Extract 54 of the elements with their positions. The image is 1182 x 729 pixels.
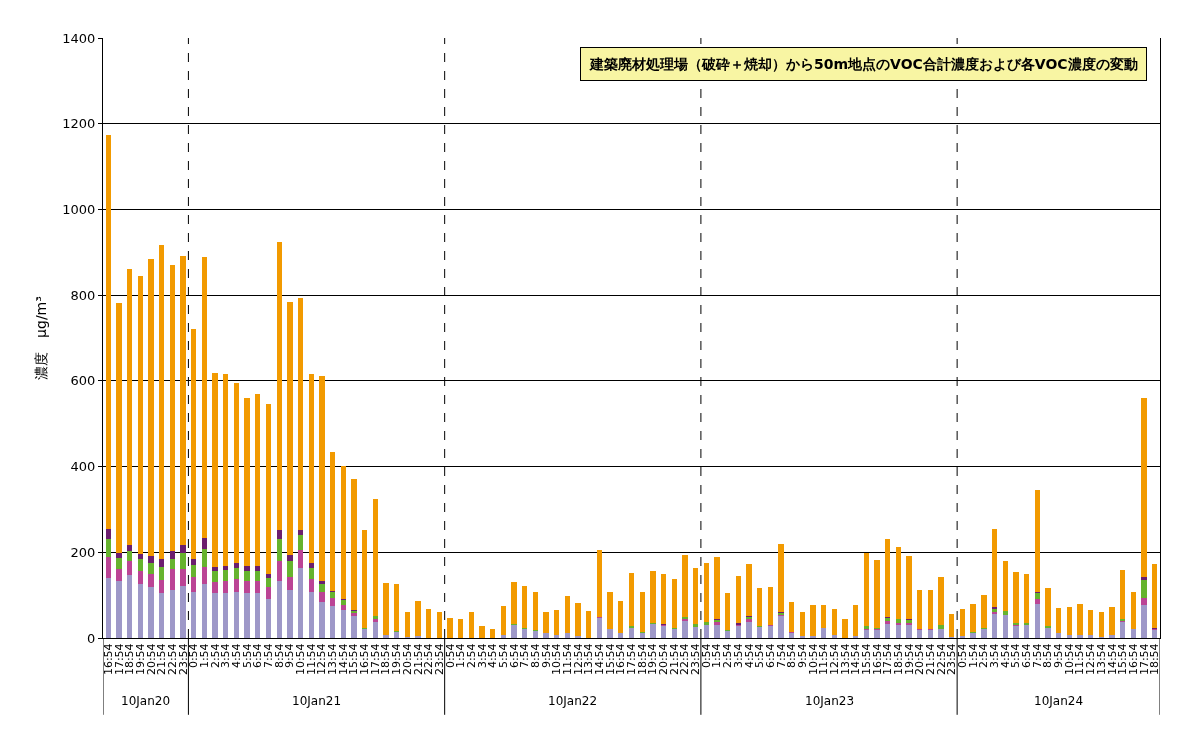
x-tick-label: 23:54 [176, 643, 190, 676]
x-tick-label: 10:54 [806, 643, 820, 676]
x-tick-label: 16:54 [870, 643, 884, 676]
x-tick-label: 19:54 [902, 643, 916, 676]
x-tick-label: 0:54 [187, 643, 201, 669]
x-tick-label: 5:54 [1009, 643, 1023, 669]
x-tick-label: 20:54 [144, 643, 158, 676]
x-tick-label: 15:54 [347, 643, 361, 676]
x-tick-label: 6:54 [251, 643, 265, 669]
x-tick-label: 3:54 [219, 643, 233, 669]
x-tick-label: 8:54 [1041, 643, 1055, 669]
x-tick-label: 0:54 [443, 643, 457, 669]
y-tick-label: 1200 [62, 116, 96, 132]
x-tick-label: 9:54 [539, 643, 553, 669]
text: 10Jan21 [292, 694, 342, 708]
x-tick-label: 6:54 [507, 643, 521, 669]
x-tick-label: 2:54 [977, 643, 991, 669]
x-tick-label: 3:54 [475, 643, 489, 669]
x-tick-label: 2:54 [208, 643, 222, 669]
x-tick-label: 12:54 [315, 643, 329, 676]
y-tick-label: 0 [87, 630, 96, 646]
x-tick-label: 1:54 [198, 643, 211, 669]
x-tick-label: 7:54 [774, 643, 788, 669]
x-tick-label: 11:54 [1073, 643, 1087, 676]
x-tick-label: 16:54 [614, 643, 628, 676]
y-tick-label: 600 [70, 373, 96, 389]
x-tick-label: 19:54 [646, 643, 660, 676]
x-tick-label: 13:54 [838, 643, 852, 676]
x-tick-label: 23:54 [945, 643, 959, 676]
y-tick-label: 400 [70, 459, 96, 475]
x-tick-label: 17:54 [112, 643, 126, 676]
x-tick-label: 18:54 [1148, 643, 1162, 676]
text: 10Jan23 [805, 694, 855, 708]
x-tick-label: 18:54 [379, 643, 393, 676]
y-tick-label: 1000 [62, 201, 96, 217]
x-tick-label: 20:54 [913, 643, 927, 676]
x-tick-label: 4:54 [742, 643, 756, 669]
x-tick-label: 9:54 [283, 643, 297, 669]
x-tick-label: 22:54 [678, 643, 692, 676]
x-tick-label: 17:54 [1137, 643, 1151, 676]
x-tick-label: 14:54 [1105, 643, 1119, 676]
text: 10Jan22 [548, 694, 598, 708]
y-tick-label: 200 [70, 544, 96, 560]
x-tick-label: 21:54 [411, 643, 425, 676]
text: 10Jan24 [1034, 694, 1084, 708]
annotation: 建築廃材処理場（破砕＋焼却）から50m地点のVOC合計濃度および各VOC濃度の変動 [589, 56, 1138, 72]
y-tick-label: 800 [70, 287, 96, 303]
x-tick-label: 13:54 [582, 643, 596, 676]
y-axis-title: 濃度 μg/m³ [32, 296, 49, 380]
x-tick-label: 1:54 [710, 643, 724, 669]
y-tick-label: 1400 [62, 30, 96, 46]
x-tick-label: 16:54 [101, 643, 115, 676]
text: 10Jan20 [121, 694, 171, 708]
x-tick-label: 10:54 [550, 643, 564, 676]
